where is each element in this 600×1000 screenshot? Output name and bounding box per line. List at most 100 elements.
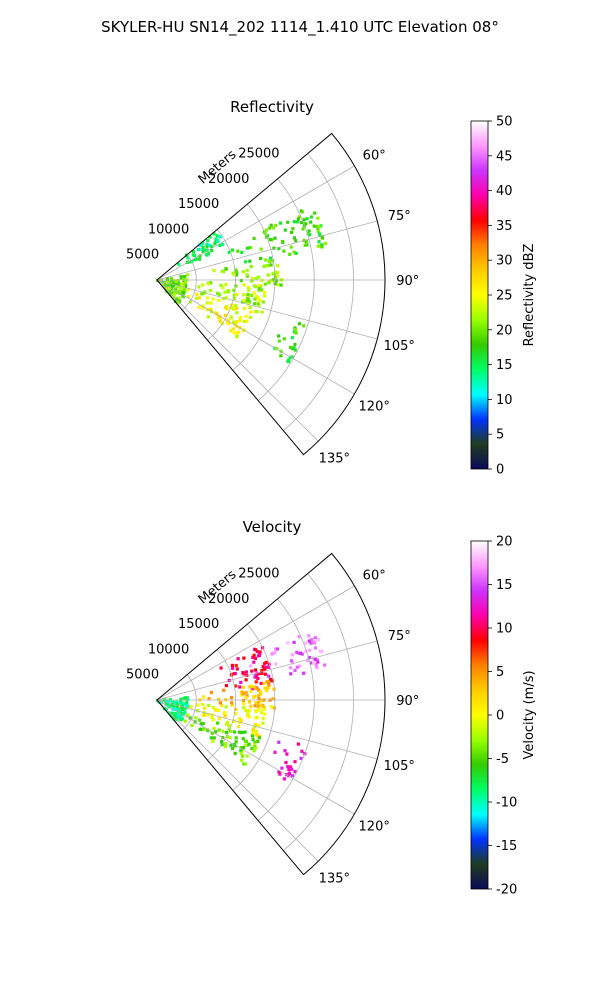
echo-gate [195,292,199,296]
echo-gate [276,271,280,275]
echo-gate [185,703,189,707]
echo-gate [288,252,292,256]
echo-gate [293,760,297,764]
echo-gate [263,686,267,690]
echo-gate [320,243,324,247]
echo-gate [241,746,245,750]
echo-gate [198,718,202,722]
echo-gate [262,264,266,268]
colorbar-tick-label: 50 [496,115,513,130]
echo-gate [317,638,321,642]
echo-gate [272,246,276,250]
echo-gate [313,646,318,650]
colorbar-tick-label: 15 [496,358,513,373]
echo-gate [190,723,194,728]
reflectivity-panel: Reflectivity500010000150002000025000Mete… [126,98,537,478]
echo-gate [303,222,307,226]
angle-tick-label: 120° [359,399,390,414]
echo-gate [316,216,320,220]
range-ring [232,623,276,791]
echo-gate [176,702,180,706]
echo-gate [238,316,242,320]
colorbar-tick-label: 20 [496,535,513,550]
echo-gate [256,677,260,681]
colorbar: -20 -15 -10 -5 0 5 10 15 20 Velocity (m/s) [470,535,537,898]
echo-gate [221,735,225,740]
echo-gate [165,277,169,281]
echo-gate [260,669,264,673]
echo-gate [257,284,261,288]
echo-gate [175,704,179,708]
echo-gate [252,660,256,664]
echo-gate [173,290,178,294]
echo-gate [197,285,201,289]
echo-gate [242,319,246,324]
echo-gate [270,259,275,263]
echo-gate [209,301,213,305]
echo-gate [174,280,179,284]
echo-gate [208,235,212,239]
echo-gate [239,279,243,283]
echo-gate [171,700,175,704]
echo-gate [245,673,249,677]
echo-gate [277,339,281,343]
echo-gate [250,293,254,298]
colorbar-tick-label: 15 [496,578,513,593]
echo-gate [247,708,251,712]
echo-gate [318,649,323,653]
echo-gate [252,685,256,689]
echo-gate [229,329,233,333]
echo-gate [259,681,263,685]
echo-gate [214,240,218,244]
echo-gate [197,305,201,309]
echo-gate [257,653,261,658]
echo-gate [253,302,257,306]
echo-gate [241,685,245,689]
echo-gate [276,283,280,287]
echo-gate [198,254,202,258]
echo-gate [262,706,266,710]
echo-gate [262,681,266,686]
echo-gate [229,743,233,747]
echo-gate [235,320,239,324]
echo-gate [267,674,271,678]
echo-gate [233,671,237,676]
echo-gate [287,358,291,362]
echo-gate [247,300,251,304]
echo-gate [252,749,256,753]
echo-gate [268,226,272,230]
echo-gate [292,330,296,334]
echo-gate [253,309,257,313]
azimuth-line [156,699,319,862]
echo-gate [319,224,323,228]
echo-gate [252,653,256,657]
echo-gate [225,735,229,739]
echo-gate [279,283,283,287]
echo-gate [267,281,271,285]
echo-gate [211,705,215,710]
echo-gate [247,302,251,306]
echo-gate [317,225,321,229]
echo-gate [313,657,317,661]
echo-gate [206,315,211,319]
echo-gate [239,745,243,750]
echo-gate [224,282,228,286]
echo-gate [215,312,219,316]
echo-gate [254,686,258,690]
echo-gate [280,766,284,770]
echo-gate [223,745,227,749]
echo-gate [201,304,205,308]
echo-gate [205,245,209,249]
echo-gate [295,220,300,224]
echo-gate [276,647,280,651]
echo-gate [303,641,307,645]
echo-gate [261,665,265,669]
echo-gate [290,355,294,359]
echo-gate [231,327,235,331]
echo-gate [292,346,296,350]
echo-gate [235,331,239,335]
echo-gate [248,246,252,250]
echo-gate [221,297,225,301]
echo-gate [316,226,320,230]
